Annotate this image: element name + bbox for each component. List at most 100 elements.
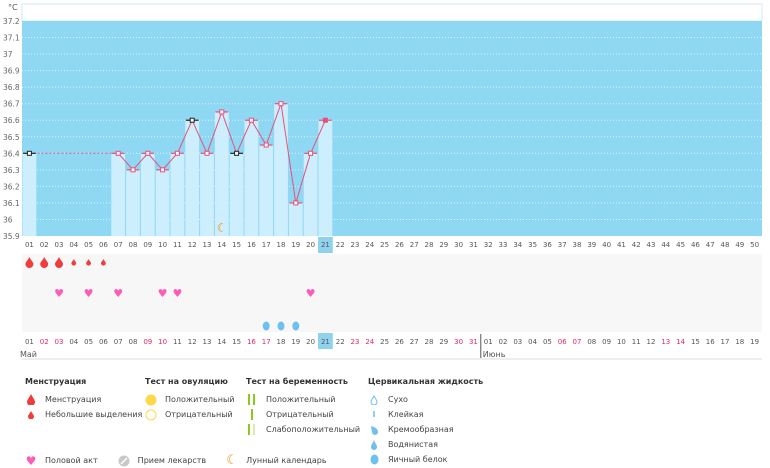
light-spotting-icon [86, 259, 91, 266]
y-tick-label: 36.9 [3, 67, 20, 76]
temp-bar [303, 153, 318, 236]
date-label: 04 [69, 338, 78, 346]
small-drop-icon [25, 410, 37, 419]
date-label: 01 [484, 338, 493, 346]
date-label: 16 [706, 338, 715, 346]
cycle-day-label: 38 [573, 241, 582, 249]
temp-point [160, 167, 166, 173]
temp-point [308, 150, 314, 156]
legend-item: Водянистая [388, 440, 438, 449]
y-tick-label: 37.2 [3, 17, 20, 26]
date-label: 26 [395, 338, 404, 346]
chart-top-band [21, 3, 763, 22]
temp-point [248, 117, 254, 123]
temp-bar [185, 120, 200, 236]
menstruation-drop-icon [25, 257, 34, 268]
legend-item: Положительный [266, 395, 336, 404]
heart-icon: ♥ [54, 287, 64, 300]
cycle-day-label: 40 [602, 241, 611, 249]
legend-title: Тест на беременность [246, 377, 348, 386]
cycle-day-label: 15 [232, 241, 241, 249]
y-tick-label: 36.7 [3, 100, 20, 109]
egg-white-icon [368, 454, 380, 465]
temp-point [26, 150, 32, 156]
cycle-day-label: 25 [380, 241, 389, 249]
menstruation-drop-icon [55, 257, 63, 268]
date-label: 31 [469, 338, 478, 346]
cycle-day-label: 22 [336, 241, 345, 249]
date-label: 24 [365, 338, 374, 346]
legend-title: Менструация [25, 377, 87, 386]
dry-icon [368, 394, 380, 405]
temp-bar [318, 120, 333, 236]
temp-bar [170, 153, 185, 236]
cycle-day-label: 29 [439, 241, 448, 249]
date-label: 06 [99, 338, 108, 346]
legend-pregnancy: Тест на беременность Положительный Отриц… [246, 377, 360, 437]
test-negative-icon [246, 409, 258, 420]
cycle-day-label: 19 [291, 241, 300, 249]
date-label: 11 [173, 338, 182, 346]
light-spotting-icon [71, 259, 77, 266]
date-label: 18 [735, 338, 744, 346]
cycle-day-label: 20 [306, 241, 315, 249]
date-label: 12 [647, 338, 656, 346]
temp-point [219, 109, 225, 115]
ovulation-positive-icon [145, 394, 157, 406]
today-highlight [318, 333, 333, 349]
cycle-day-label: 48 [721, 241, 730, 249]
date-label: 16 [247, 338, 256, 346]
date-label: 12 [188, 338, 197, 346]
temp-bar [140, 153, 155, 236]
legend-item: Клейкая [388, 410, 424, 419]
bbt-chart: °C 35.9 36 36.1 36.2 36.3 36.4 36.5 36.6 36.7 36.8… [3, 3, 763, 360]
date-label: 05 [543, 338, 552, 346]
cycle-day-label: 45 [676, 241, 685, 249]
y-tick-label: 36.8 [3, 83, 20, 92]
date-label: 13 [203, 338, 212, 346]
date-label: 10 [158, 338, 167, 346]
temp-point [234, 150, 240, 156]
cycle-day-label: 14 [217, 241, 226, 249]
cycle-day-label: 24 [365, 241, 374, 249]
cycle-day-label: 01 [25, 241, 34, 249]
temp-point [204, 150, 210, 156]
date-label: 02 [499, 338, 508, 346]
cycle-day-label: 34 [513, 241, 522, 249]
cycle-day-label: 37 [558, 241, 567, 249]
heart-icon: ♥ [84, 287, 94, 300]
y-tick-label: 36.4 [3, 149, 20, 158]
test-positive-icon [246, 394, 258, 405]
cycle-day-label: 41 [617, 241, 626, 249]
date-label: 03 [55, 338, 64, 346]
heart-icon: ♥ [306, 287, 316, 300]
date-label: 05 [84, 338, 93, 346]
y-tick-label: 36 [3, 215, 13, 224]
cycle-day-label: 35 [528, 241, 537, 249]
cycle-day-label: 30 [454, 241, 463, 249]
cycle-day-label: 07 [114, 241, 123, 249]
moon-icon: ☾ [217, 221, 228, 235]
date-label: 14 [217, 338, 226, 346]
cycle-day-label: 23 [351, 241, 360, 249]
heart-icon: ♥ [172, 287, 182, 300]
y-tick-label: 35.9 [3, 232, 20, 241]
symbols-grid [22, 254, 762, 332]
cycle-day-label: 18 [277, 241, 286, 249]
legend-item: Небольшие выделения [45, 410, 143, 419]
date-label: 11 [632, 338, 641, 346]
cycle-day-label: 03 [55, 241, 64, 249]
legend-ovulation: Тест на овуляцию Положительный Отрицател… [145, 377, 234, 422]
cycle-day-label: 11 [173, 241, 182, 249]
temp-point [322, 117, 328, 123]
heart-icon: ♥ [25, 453, 37, 468]
egg-white-icon [262, 321, 270, 331]
date-label: 01 [25, 338, 34, 346]
date-label: 03 [513, 338, 522, 346]
legend-item: Половой акт [45, 456, 98, 465]
legend-item: Кремообразная [388, 425, 454, 434]
cycle-day-label: 04 [69, 241, 78, 249]
legend-item: Отрицательный [266, 410, 334, 419]
legend-item: Положительный [165, 395, 235, 404]
date-label: 22 [336, 338, 345, 346]
